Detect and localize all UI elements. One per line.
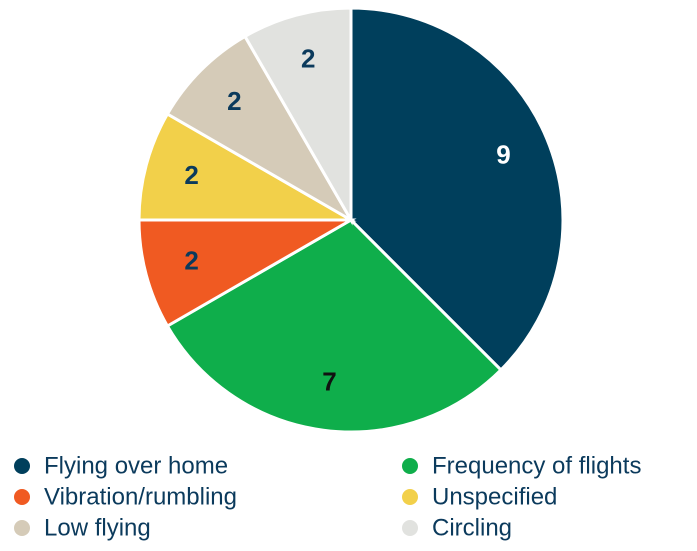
data-label: 2 bbox=[184, 246, 198, 276]
legend-marker bbox=[14, 520, 30, 536]
pie-slice bbox=[242, 6, 353, 226]
legend-label: Vibration/rumbling bbox=[44, 483, 237, 510]
legend-label: Low flying bbox=[44, 514, 151, 541]
data-label: 2 bbox=[184, 160, 198, 190]
pie-slice bbox=[137, 111, 357, 222]
data-label: 2 bbox=[301, 43, 315, 73]
pie-slice bbox=[349, 6, 565, 373]
legend-marker bbox=[402, 520, 418, 536]
data-label: 7 bbox=[322, 366, 336, 396]
legend-label: Unspecified bbox=[432, 483, 557, 510]
legend-label: Circling bbox=[432, 514, 512, 541]
data-label: 9 bbox=[496, 140, 510, 170]
legend-label: Frequency of flights bbox=[432, 452, 641, 479]
pie-slice bbox=[137, 218, 357, 329]
legend-marker bbox=[402, 489, 418, 505]
legend-marker bbox=[14, 458, 30, 474]
legend-marker bbox=[402, 458, 418, 474]
legend-label: Flying over home bbox=[44, 452, 228, 479]
legend-marker bbox=[14, 489, 30, 505]
pie-slice bbox=[165, 34, 356, 225]
data-label: 2 bbox=[227, 86, 241, 116]
pie-slice bbox=[165, 218, 504, 434]
